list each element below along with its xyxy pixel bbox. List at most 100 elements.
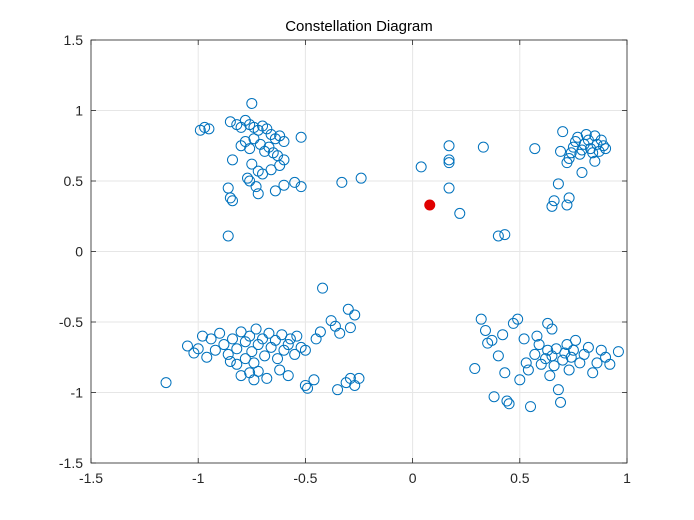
data-point (188, 347, 200, 359)
data-point (231, 358, 243, 370)
data-point (469, 363, 481, 375)
data-point (589, 130, 601, 142)
data-point (248, 133, 260, 145)
data-point (587, 147, 599, 159)
data-point (336, 176, 348, 188)
data-point (570, 334, 582, 346)
data-point (443, 157, 455, 169)
data-point (595, 134, 607, 146)
data-point (224, 355, 236, 367)
data-point (574, 357, 586, 369)
data-point (222, 348, 234, 360)
data-point (580, 128, 592, 140)
data-point (563, 192, 575, 204)
data-point (612, 346, 624, 358)
data-point (488, 391, 500, 403)
data-point (265, 128, 277, 140)
data-point (289, 176, 301, 188)
data-point (276, 329, 288, 341)
data-point (499, 229, 511, 241)
data-point (261, 123, 273, 135)
data-point (597, 140, 609, 152)
data-point (555, 396, 567, 408)
data-point (542, 344, 554, 356)
data-point (477, 141, 489, 153)
data-point (454, 207, 466, 219)
data-point (561, 199, 573, 211)
data-point (239, 114, 251, 126)
data-point (576, 167, 588, 179)
data-point (533, 339, 545, 351)
data-point (261, 372, 273, 384)
data-point (314, 326, 326, 338)
data-point (227, 195, 239, 207)
data-point (278, 179, 290, 191)
data-point (274, 159, 286, 171)
data-point (561, 339, 573, 351)
data-point (269, 185, 281, 197)
data-point (289, 348, 301, 360)
data-point (587, 367, 599, 379)
data-point (201, 351, 213, 363)
x-tick-label: -1 (192, 470, 205, 486)
data-point (576, 144, 588, 156)
data-point (582, 341, 594, 353)
data-point (295, 131, 307, 143)
data-point (259, 145, 271, 157)
data-point (291, 330, 303, 342)
data-point (263, 327, 275, 339)
data-point (546, 323, 558, 335)
data-point (265, 164, 277, 176)
data-point (252, 365, 264, 377)
data-point (486, 334, 498, 346)
data-point (604, 358, 616, 370)
data-point (181, 340, 193, 352)
data-point (415, 161, 427, 173)
data-point (235, 326, 247, 338)
data-point (222, 230, 234, 242)
data-point (522, 364, 534, 376)
data-point (563, 364, 575, 376)
data-point (548, 195, 560, 207)
data-point (325, 315, 337, 327)
data-point (250, 323, 262, 335)
data-point (252, 124, 264, 136)
data-point (244, 330, 256, 342)
data-point (565, 147, 577, 159)
data-point (529, 348, 541, 360)
data-point (278, 136, 290, 148)
data-point (503, 398, 515, 410)
data-point (600, 143, 612, 155)
data-point (479, 324, 491, 336)
data-point (239, 353, 251, 365)
data-point (497, 329, 509, 341)
plot-area[interactable]: -1.5 -1 -0.5 0 0.5 1 -1.5 -1 -0.5 0 0.5 1 1.5 (59, 32, 631, 486)
y-tick-label: 1.5 (64, 32, 84, 48)
data-point (550, 343, 562, 355)
data-point (160, 377, 172, 389)
data-point (248, 374, 260, 386)
data-point (514, 374, 526, 386)
y-tick-label: -0.5 (59, 314, 83, 330)
data-point (332, 384, 344, 396)
data-point (565, 351, 577, 363)
data-point (224, 192, 236, 204)
data-point (246, 346, 258, 358)
data-point (227, 333, 239, 345)
data-point (295, 181, 307, 193)
data-point (443, 154, 455, 166)
x-tick-label: 1 (623, 470, 631, 486)
data-point (284, 333, 296, 345)
data-point (257, 333, 269, 345)
data-point (227, 154, 239, 166)
data-point (531, 330, 543, 342)
data-point (278, 154, 290, 166)
data-point (557, 126, 569, 138)
data-point (353, 372, 365, 384)
data-point (231, 343, 243, 355)
y-tick-label: -1.5 (59, 455, 83, 471)
data-point (252, 188, 264, 200)
data-point (203, 123, 215, 135)
data-point (552, 384, 564, 396)
